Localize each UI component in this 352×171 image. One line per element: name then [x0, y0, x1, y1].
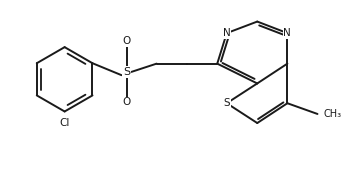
Text: CH₃: CH₃: [324, 109, 342, 119]
Text: O: O: [122, 97, 131, 107]
Text: N: N: [223, 28, 231, 38]
Text: N: N: [283, 28, 291, 38]
Text: O: O: [122, 36, 131, 46]
Text: Cl: Cl: [59, 118, 70, 128]
Text: S: S: [123, 67, 130, 77]
Text: S: S: [224, 98, 230, 108]
